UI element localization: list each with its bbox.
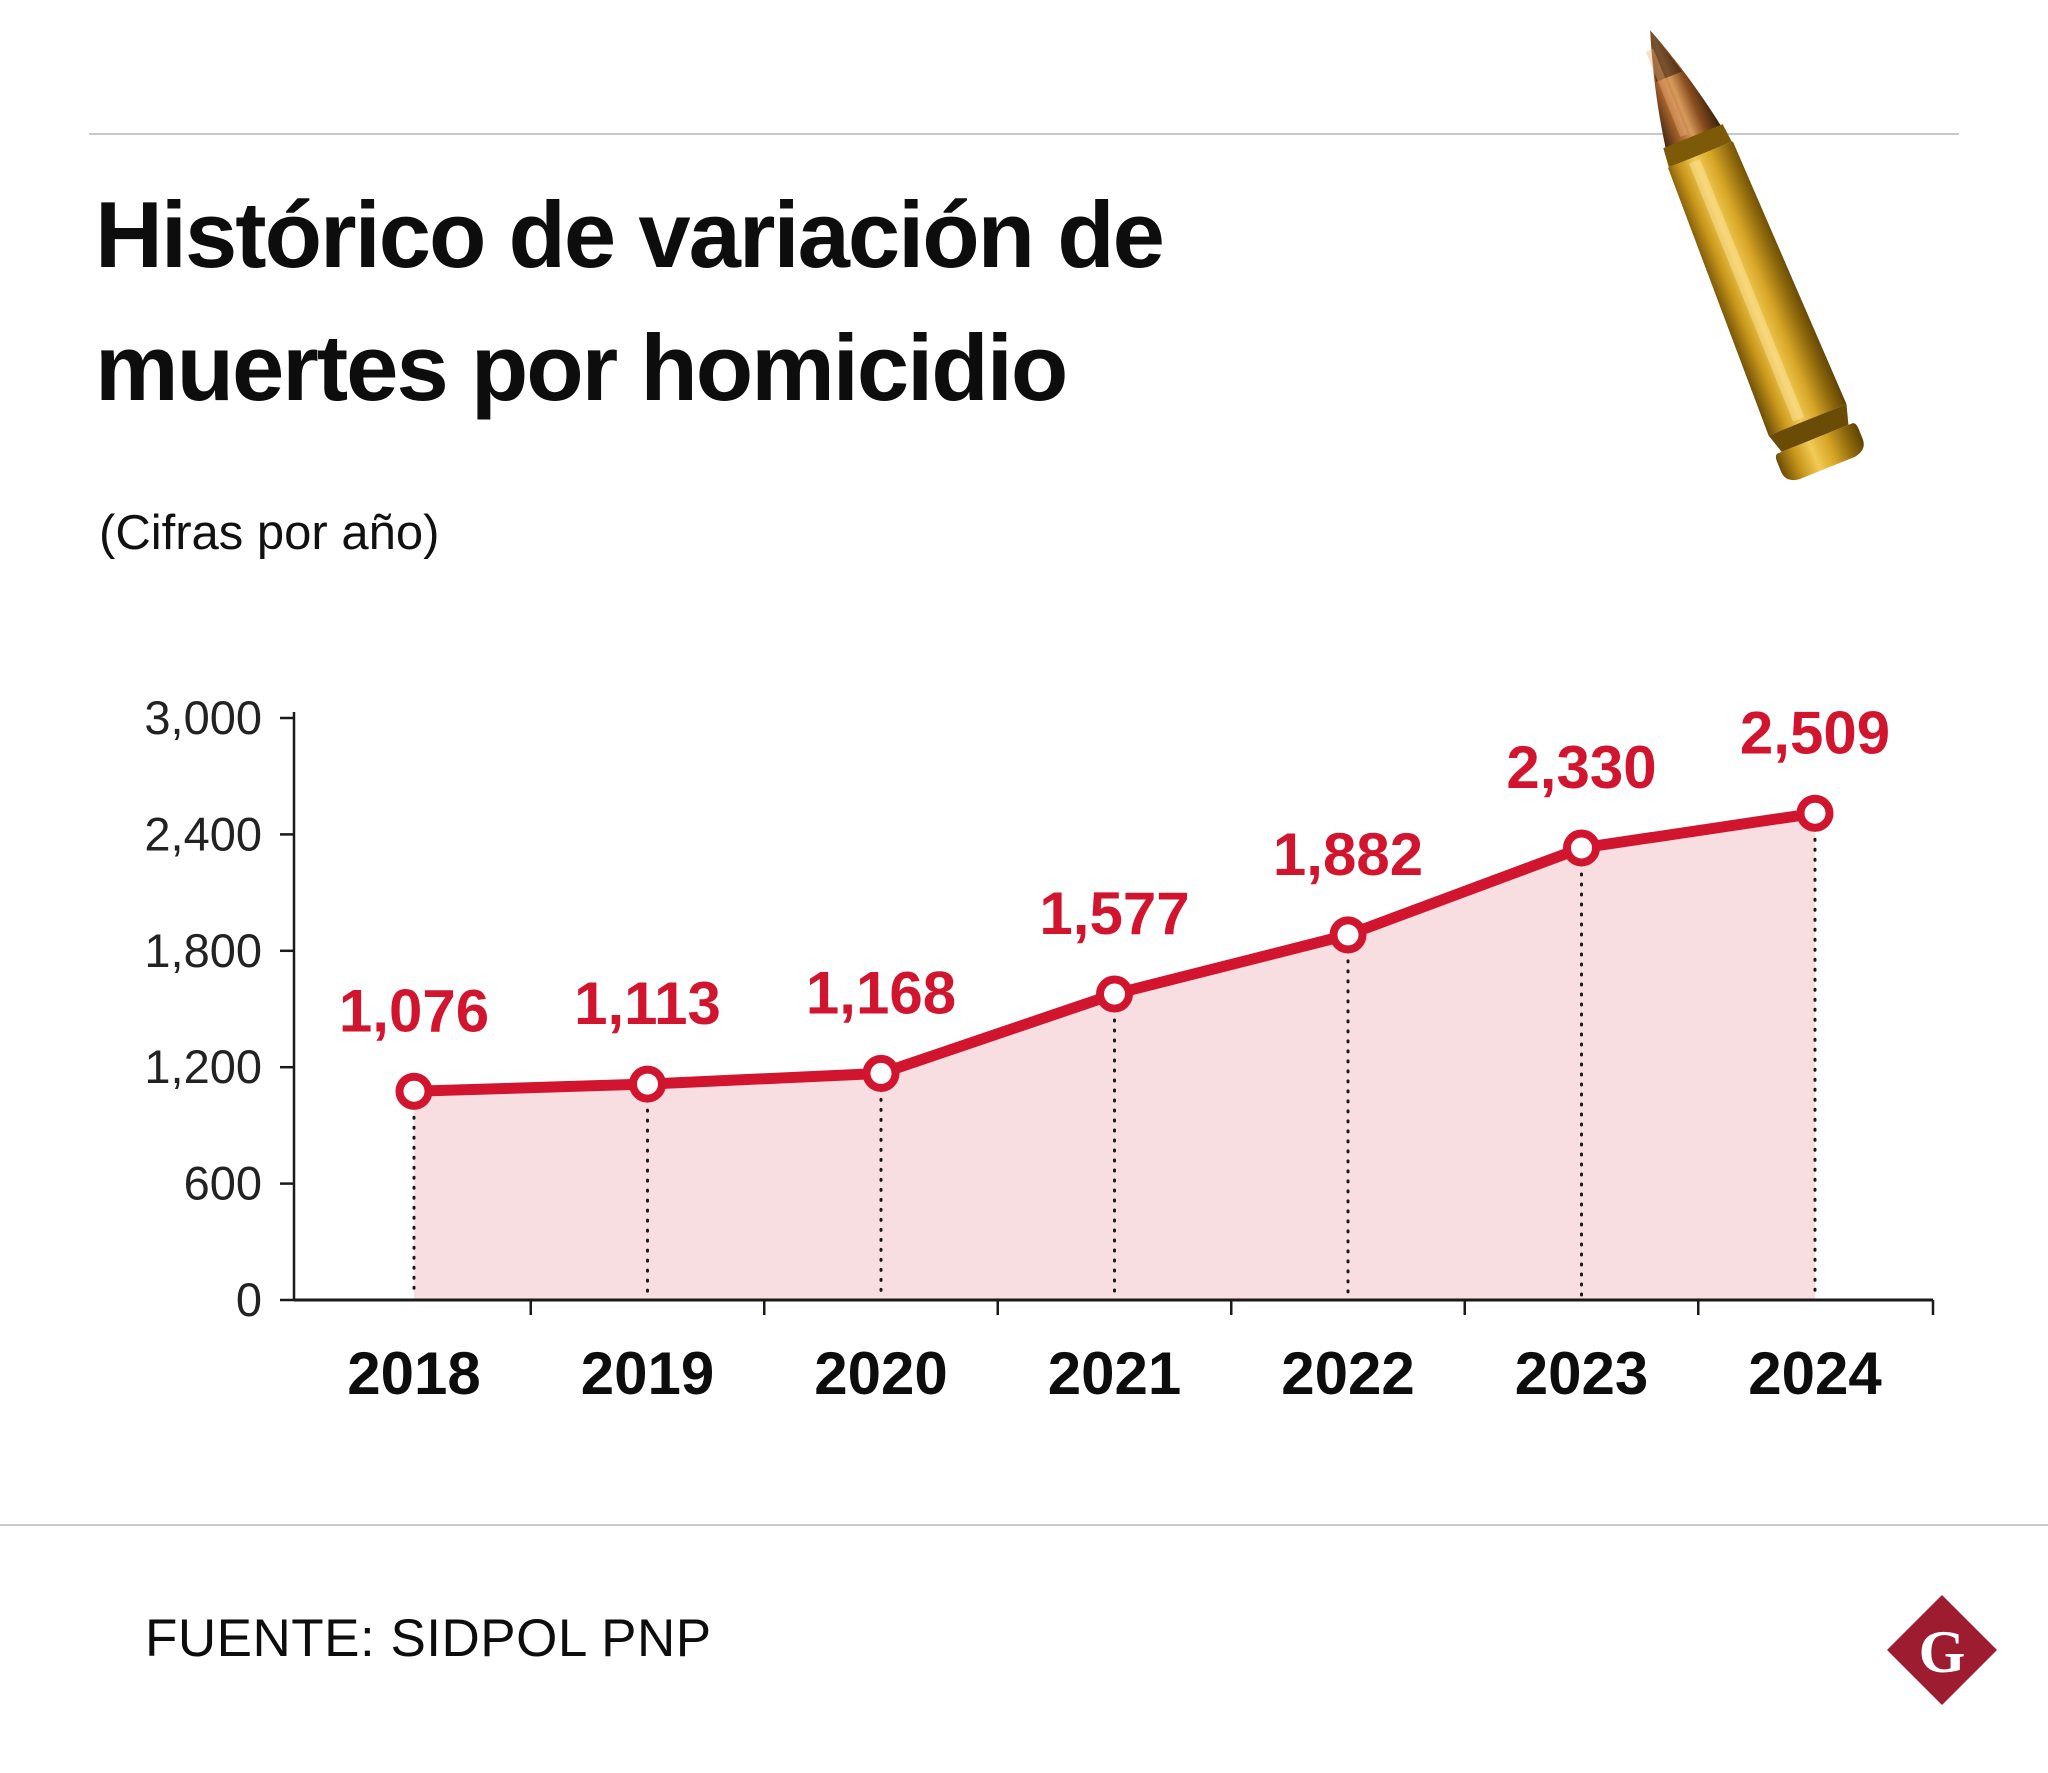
- chart-svg: 0 600 1,200 1,800 2,400 3,000 1,076 1,113 1,168 1…: [144, 691, 1935, 1407]
- data-point: [395, 1072, 433, 1110]
- bullet-image: [1545, 0, 1945, 530]
- bullet-cartridge-icon: [1645, 30, 1864, 481]
- bullet-crimp: [1663, 124, 1732, 168]
- data-point: [1563, 829, 1600, 867]
- x-tick-label: 2020: [814, 1340, 947, 1407]
- data-point: [1796, 794, 1834, 832]
- data-point: [629, 1065, 666, 1103]
- value-label: 1,882: [1273, 821, 1423, 888]
- y-tick-label: 1,200: [144, 1040, 262, 1093]
- x-tick-label: 2023: [1515, 1340, 1648, 1407]
- y-tick-label: 0: [236, 1273, 262, 1326]
- title-line-2: muertes por homicidio: [95, 315, 1068, 421]
- y-tick-label: 3,000: [144, 691, 262, 744]
- x-tick-label: 2022: [1281, 1340, 1414, 1407]
- source-text: FUENTE: SIDPOL PNP: [145, 1609, 712, 1668]
- top-divider: [89, 133, 1959, 135]
- y-tick-label: 600: [184, 1157, 262, 1210]
- diamond-g-icon: G: [1887, 1595, 1997, 1705]
- area-fill: [414, 813, 1815, 1300]
- x-tick-label: 2021: [1048, 1340, 1181, 1407]
- y-tick-label: 1,800: [144, 924, 262, 977]
- bullet-rim: [1775, 423, 1864, 481]
- bullet-case: [1667, 141, 1847, 436]
- page-title: Histórico de variación de muertes por ho…: [95, 168, 1165, 435]
- title-line-1: Histórico de variación de: [95, 182, 1165, 287]
- value-label: 1,577: [1039, 880, 1189, 947]
- bottom-divider: [0, 1524, 2048, 1526]
- y-tick-label: 2,400: [144, 807, 262, 860]
- diamond-shape: [1887, 1595, 1997, 1705]
- value-label: 1,076: [339, 977, 489, 1044]
- page-subtitle: (Cifras por año): [99, 506, 440, 560]
- bullet-groove: [1768, 404, 1849, 452]
- x-tick-label: 2019: [581, 1340, 714, 1407]
- data-point: [862, 1054, 900, 1092]
- bullet-tip: [1650, 30, 1722, 150]
- x-tick-label: 2018: [347, 1340, 480, 1407]
- logo-letter: G: [1919, 1619, 1966, 1685]
- value-label: 2,330: [1506, 734, 1656, 801]
- value-label: 1,168: [806, 959, 956, 1026]
- x-tick-label: 2024: [1748, 1340, 1882, 1407]
- data-point: [1096, 975, 1133, 1013]
- data-point: [1329, 916, 1367, 954]
- value-label: 1,113: [574, 970, 721, 1037]
- brand-logo: G: [1884, 1592, 2000, 1708]
- value-label: 2,509: [1740, 699, 1890, 766]
